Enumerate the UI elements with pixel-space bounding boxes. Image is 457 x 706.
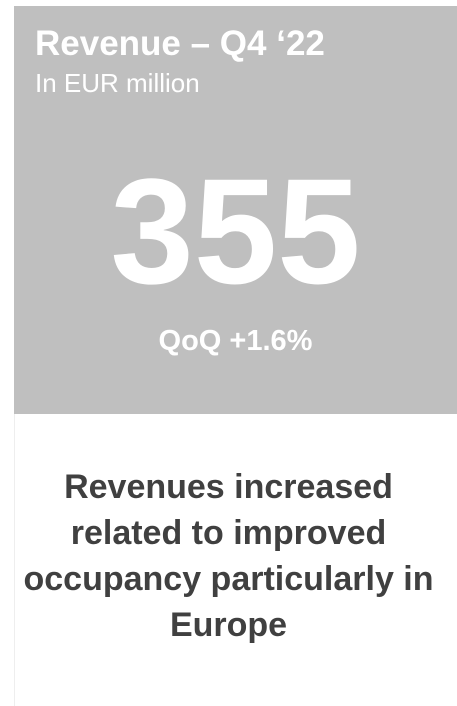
description-line: related to improved: [70, 514, 387, 552]
description-line: Revenues increased: [64, 468, 393, 506]
kpi-change: QoQ +1.6%: [158, 325, 313, 357]
card-subtitle: In EUR million: [35, 68, 200, 98]
description: Revenues increased related to improved o…: [0, 464, 457, 648]
kpi-card: Revenue – Q4 ‘22 In EUR million 355 QoQ …: [14, 6, 457, 414]
description-panel: [14, 414, 457, 706]
card-title: Revenue – Q4 ‘22: [35, 24, 325, 63]
kpi-value: 355: [110, 147, 361, 315]
description-line: Europe: [169, 606, 288, 644]
description-line: occupancy particularly in: [23, 560, 434, 598]
